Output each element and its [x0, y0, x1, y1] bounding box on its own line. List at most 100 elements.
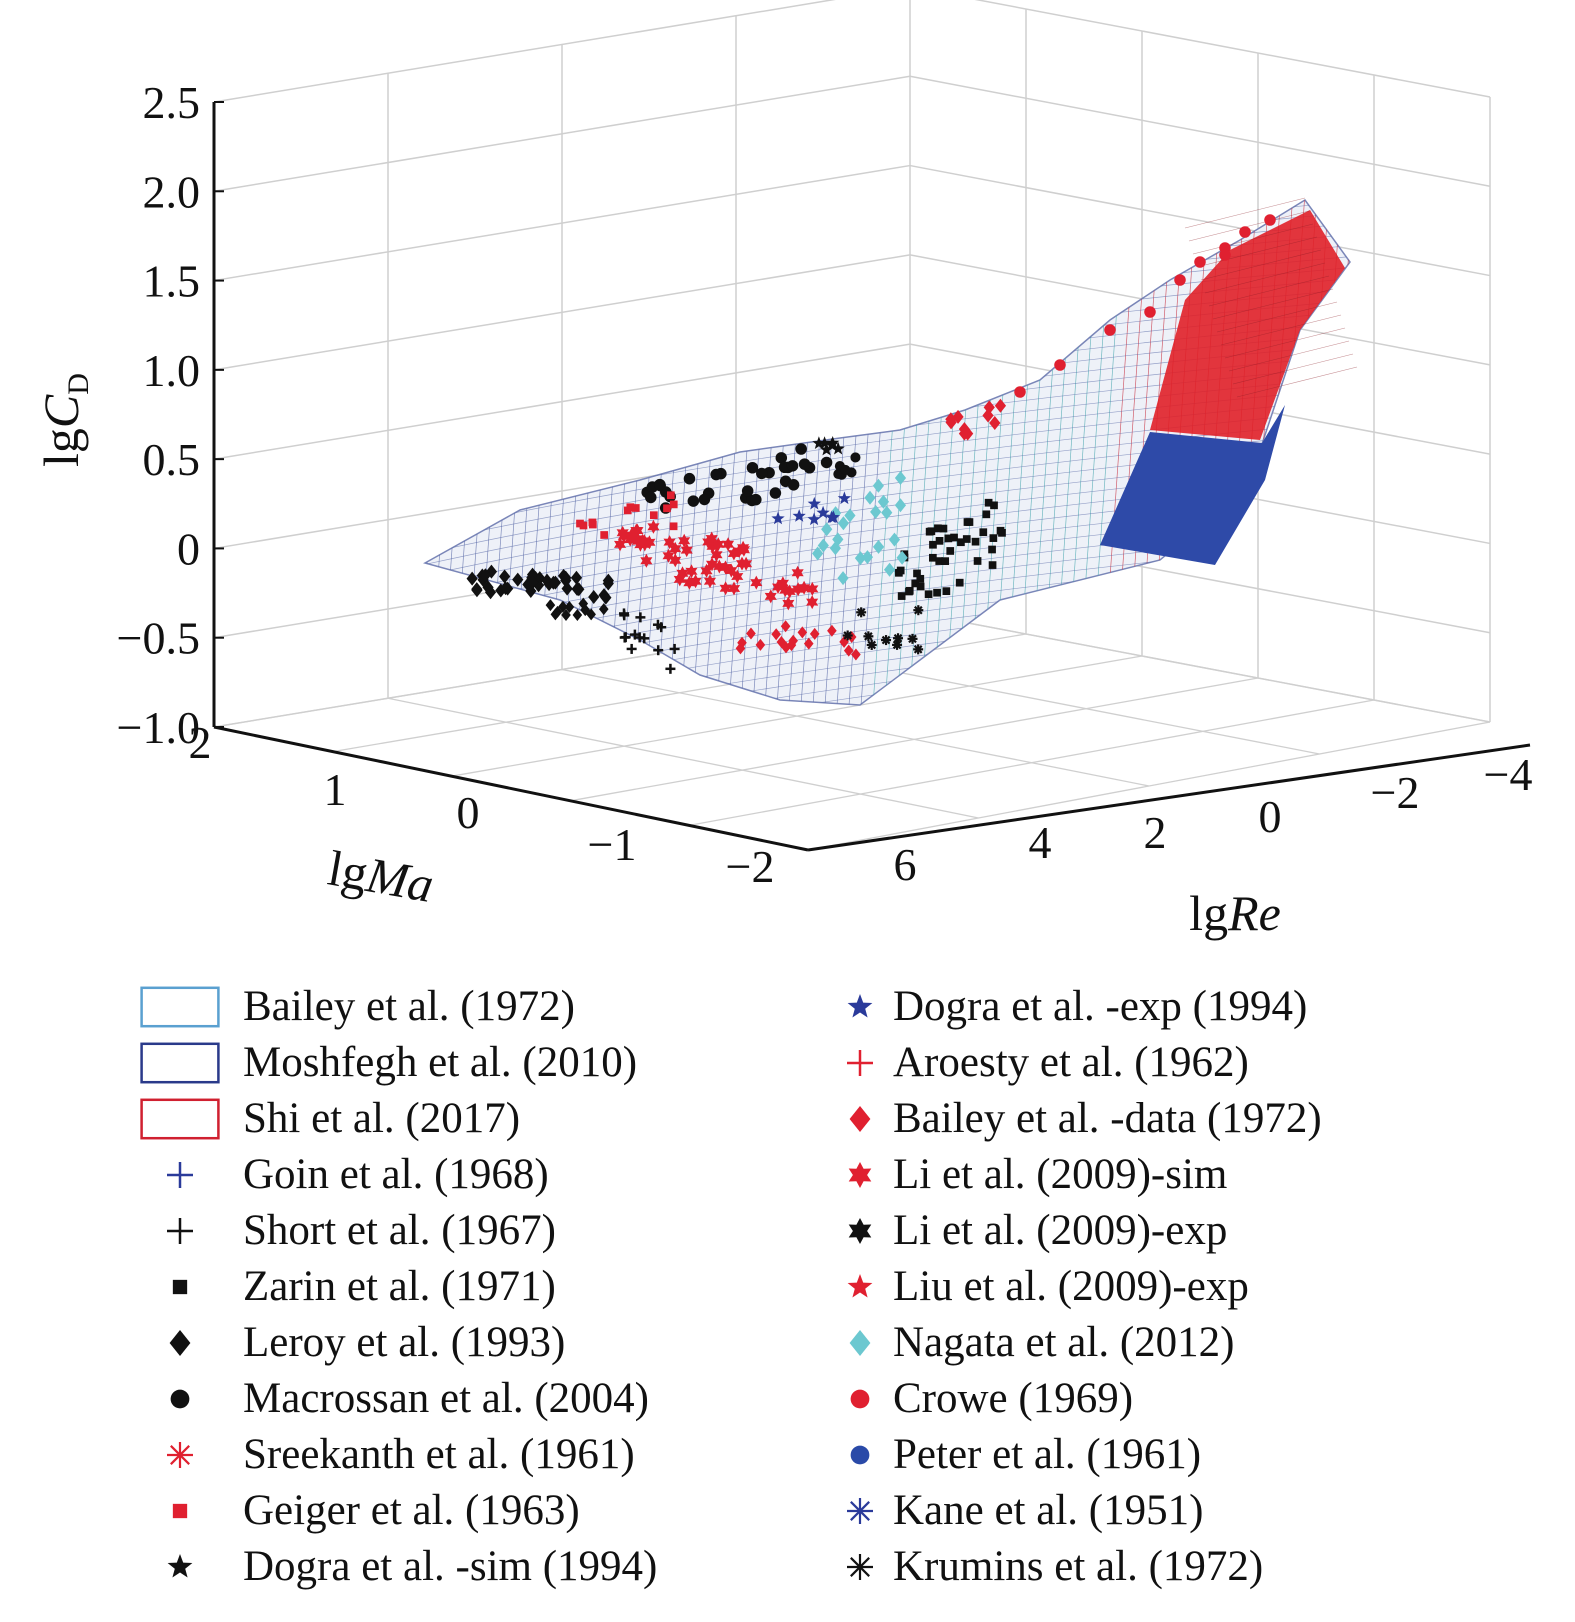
legend-marker: [172, 1279, 188, 1295]
legend-label: Li et al. (2009)-exp: [893, 1207, 1227, 1254]
data-point: [786, 639, 797, 652]
data-point: [1194, 256, 1206, 268]
legend-entry: Crowe (1969): [850, 1375, 1133, 1422]
data-point: [703, 574, 716, 589]
legend-entry: Goin et al. (1968): [167, 1151, 549, 1198]
legend-entry: Shi et al. (2017): [140, 1095, 520, 1142]
data-point: [645, 491, 657, 504]
legend-entry: Li et al. (2009)-exp: [848, 1207, 1227, 1254]
data-point: [772, 580, 785, 594]
legend-marker: [847, 1498, 873, 1524]
z-tick-label: 2.5: [143, 77, 201, 128]
legend-entry: Sreekanth et al. (1961): [167, 1431, 635, 1478]
data-point: [663, 535, 676, 550]
data-point: [713, 559, 726, 574]
data-point: [598, 603, 609, 616]
data-point: [913, 605, 924, 616]
data-point: [962, 535, 971, 543]
legend-label: Liu et al. (2009)-exp: [893, 1263, 1249, 1310]
data-point: [710, 468, 722, 481]
legend-label: Zarin et al. (1971): [243, 1263, 556, 1310]
data-point: [719, 560, 732, 575]
data-point: [782, 596, 795, 611]
data-point: [667, 491, 675, 500]
data-point: [983, 400, 995, 415]
data-point: [944, 534, 953, 543]
ma-tick-label: 2: [189, 717, 212, 768]
data-point: [817, 538, 829, 553]
data-point: [640, 553, 653, 568]
legend-marker: [847, 994, 873, 1018]
grid-line: [387, 697, 979, 819]
data-point: [750, 575, 763, 590]
data-point: [988, 545, 996, 554]
data-point: [924, 590, 933, 599]
data-point: [776, 576, 789, 591]
data-point: [1144, 306, 1156, 318]
data-point: [866, 639, 877, 650]
data-point: [905, 586, 914, 595]
data-point: [700, 563, 713, 578]
data-point: [787, 479, 800, 491]
surface-red-band: [1150, 210, 1345, 440]
data-point: [549, 575, 562, 590]
mesh-line: [511, 200, 553, 705]
data-point: [634, 537, 647, 552]
data-point: [495, 583, 507, 598]
data-point: [929, 540, 937, 549]
data-point: [635, 612, 646, 623]
data-point: [698, 493, 711, 506]
mesh-line: [499, 200, 541, 705]
ma-axis-ticks: 2 1 0 −1 −2: [189, 717, 775, 892]
data-point: [1104, 324, 1116, 336]
legend-label: Geiger et al. (1963): [243, 1487, 580, 1534]
data-point: [851, 648, 861, 661]
data-point: [916, 574, 925, 583]
data-point: [614, 537, 627, 552]
data-point: [881, 635, 892, 646]
data-point: [683, 575, 696, 590]
legend-marker: [850, 1445, 870, 1465]
data-point: [840, 464, 851, 475]
data-point: [712, 537, 725, 552]
mesh-line: [425, 200, 1350, 263]
data-point: [894, 498, 907, 513]
mesh-line: [425, 200, 445, 705]
re-tick-label: 2: [1144, 807, 1167, 858]
mesh-line: [1228, 340, 1350, 372]
data-point: [733, 544, 746, 558]
data-point: [1014, 386, 1026, 398]
data-point: [665, 663, 676, 674]
data-point: [653, 645, 664, 656]
data-point: [934, 524, 942, 533]
data-point: [916, 582, 925, 591]
z-tick-label: 1.0: [143, 345, 201, 396]
mesh-line: [1236, 366, 1358, 398]
data-point: [844, 508, 856, 523]
data-point: [643, 535, 656, 550]
z-tick-label: 1.5: [143, 256, 201, 307]
data-point: [600, 531, 609, 539]
data-point: [837, 571, 849, 586]
data-point: [571, 581, 583, 596]
legend-label: Shi et al. (2017): [243, 1095, 520, 1142]
legend-marker: [847, 1274, 873, 1298]
legend-entry: Moshfegh et al. (2010): [140, 1039, 637, 1086]
data-point: [1174, 274, 1186, 286]
data-point: [746, 461, 759, 474]
data-point: [560, 573, 572, 588]
data-point: [776, 636, 787, 649]
data-point: [639, 633, 650, 644]
data-point: [792, 582, 805, 597]
data-point: [892, 639, 903, 650]
data-point: [685, 564, 698, 579]
data-point: [990, 501, 998, 510]
data-point: [795, 443, 807, 455]
data-point: [870, 504, 882, 519]
data-point: [1239, 226, 1251, 238]
data-point: [728, 581, 741, 596]
data-point: [788, 634, 798, 647]
data-point: [669, 522, 678, 531]
mesh-line: [1200, 249, 1322, 281]
data-point: [881, 505, 893, 520]
